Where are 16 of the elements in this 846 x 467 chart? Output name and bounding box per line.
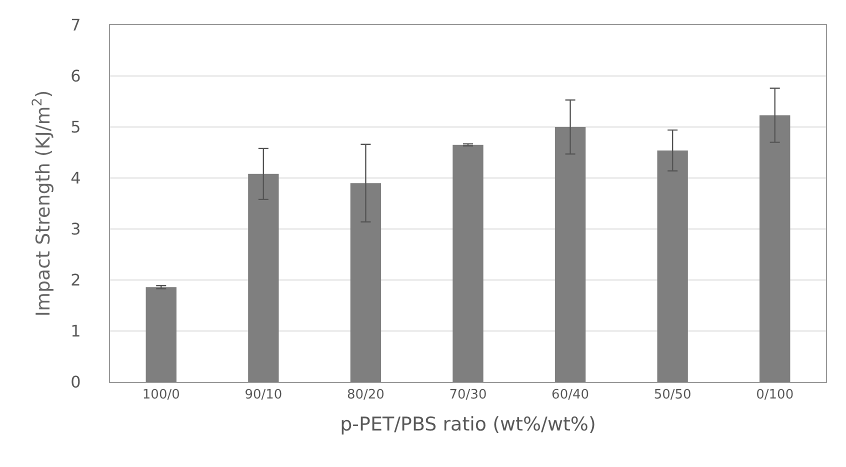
x-tick-label: 60/40 bbox=[552, 388, 590, 403]
x-tick-label: 90/10 bbox=[244, 388, 282, 403]
y-tick-label: 3 bbox=[70, 220, 81, 239]
y-tick-label: 0 bbox=[70, 372, 81, 392]
y-tick-label: 6 bbox=[70, 66, 81, 86]
y-tick-label: 7 bbox=[70, 16, 81, 35]
x-axis-title: p-PET/PBS ratio (wt%/wt%) bbox=[340, 413, 596, 436]
x-tick-label: 0/100 bbox=[756, 388, 794, 403]
y-tick-label: 4 bbox=[70, 168, 81, 188]
y-tick-label: 2 bbox=[70, 270, 81, 290]
y-tick-label: 5 bbox=[70, 118, 81, 137]
x-tick-label: 80/20 bbox=[346, 388, 384, 403]
x-tick-label: 50/50 bbox=[654, 388, 692, 403]
x-tick-label: 100/0 bbox=[142, 388, 180, 403]
y-tick-label: 1 bbox=[70, 322, 81, 341]
x-tick-label: 70/30 bbox=[449, 388, 487, 403]
